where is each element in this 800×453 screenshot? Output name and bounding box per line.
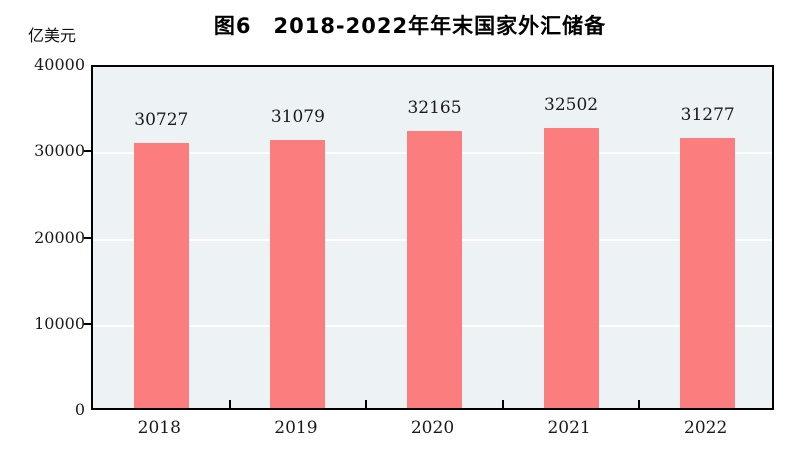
y-axis-unit-label: 亿美元 bbox=[28, 26, 77, 45]
x-axis-tick-2 bbox=[365, 400, 368, 408]
bar-value-label-2022: 31277 bbox=[680, 105, 735, 125]
bar-2018 bbox=[133, 143, 189, 408]
bar-value-label-2018: 30727 bbox=[134, 110, 189, 130]
x-axis-tick-3 bbox=[501, 400, 504, 408]
y-axis-label-40000: 40000 bbox=[34, 55, 85, 74]
chart-title: 图6 2018-2022年年末国家外汇储备 bbox=[213, 14, 607, 38]
x-axis-label-2021: 2021 bbox=[547, 418, 591, 438]
x-axis-label-2019: 2019 bbox=[274, 418, 318, 438]
bar-value-label-2020: 32165 bbox=[407, 98, 462, 118]
bar-2022 bbox=[680, 138, 736, 408]
y-axis-tick-10000 bbox=[84, 322, 91, 325]
bar-2021 bbox=[543, 128, 599, 408]
x-axis-tick-1 bbox=[228, 400, 231, 408]
x-axis-tick-labels: 2018 2019 2020 2021 2022 bbox=[91, 418, 774, 446]
y-axis-label-20000: 20000 bbox=[34, 227, 85, 247]
y-axis-label-10000: 10000 bbox=[34, 313, 85, 333]
y-axis-label-0: 0 bbox=[74, 400, 85, 419]
x-axis-tick-4 bbox=[638, 400, 641, 408]
y-axis-tick-20000 bbox=[84, 236, 91, 239]
x-axis-label-2020: 2020 bbox=[410, 418, 455, 438]
x-axis-label-2022: 2022 bbox=[684, 418, 728, 438]
y-axis-label-30000: 30000 bbox=[34, 141, 85, 161]
plot-area: 30727 31079 32165 32502 31277 bbox=[91, 65, 774, 410]
bar-value-label-2019: 31079 bbox=[270, 107, 325, 127]
x-axis-label-2018: 2018 bbox=[137, 418, 181, 438]
bar-value-label-2021: 32502 bbox=[544, 95, 599, 115]
y-axis-tick-30000 bbox=[84, 150, 91, 153]
y-axis-tick-labels: 0 10000 20000 30000 40000 bbox=[0, 56, 85, 419]
bar-2019 bbox=[270, 140, 326, 408]
bar-2020 bbox=[407, 131, 462, 408]
